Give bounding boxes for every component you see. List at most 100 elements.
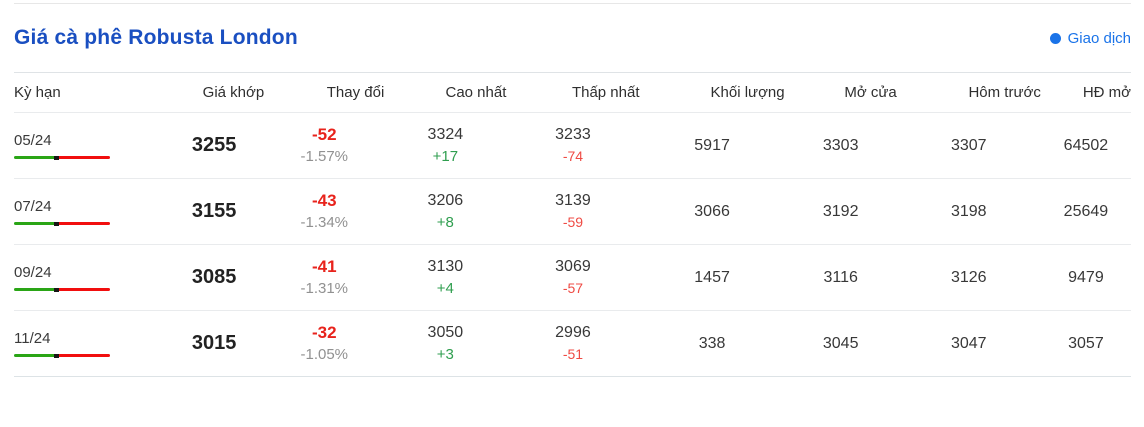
term-label: 07/24 xyxy=(14,198,52,215)
range-bar-marker xyxy=(54,221,60,226)
volume-cell: 3066 xyxy=(639,178,785,245)
high-delta: +8 xyxy=(436,213,454,231)
high-cell: 3130 +4 xyxy=(384,244,507,311)
change-cell: -43 -1.34% xyxy=(264,178,385,245)
price-range-bar xyxy=(14,155,110,160)
matched-price: 3015 xyxy=(191,332,237,354)
term-cell: 05/24 xyxy=(14,112,165,179)
matched-price-cell: 3015 xyxy=(164,310,265,377)
open-interest-cell: 64502 xyxy=(1040,112,1131,179)
price-range-bar xyxy=(14,221,110,226)
change-value: -52 xyxy=(311,125,337,144)
high-value: 3050 xyxy=(427,323,464,341)
high-delta: +3 xyxy=(436,345,454,363)
range-bar-green-segment xyxy=(14,354,55,357)
range-bar-marker xyxy=(54,155,60,160)
term-label: 11/24 xyxy=(14,330,51,347)
low-cell: 2996 -51 xyxy=(506,310,640,377)
column-header-volume: Khối lượng xyxy=(639,72,785,113)
column-header-matched-price: Giá khớp xyxy=(164,72,265,113)
low-value: 3139 xyxy=(555,192,591,210)
low-delta: -51 xyxy=(562,346,584,363)
high-delta: +4 xyxy=(436,279,454,297)
price-range-bar xyxy=(14,353,110,358)
high-cell: 3324 +17 xyxy=(384,112,507,179)
prev-day-cell: 3307 xyxy=(896,112,1041,179)
change-cell: -52 -1.57% xyxy=(264,112,385,179)
open-interest-cell: 3057 xyxy=(1040,310,1131,377)
robusta-price-panel: Giá cà phê Robusta London Giao dịch Kỳ h… xyxy=(0,3,1144,427)
prev-day-cell: 3198 xyxy=(896,178,1041,245)
column-header-high: Cao nhất xyxy=(384,72,507,113)
low-cell: 3233 -74 xyxy=(506,112,640,179)
range-bar-green-segment xyxy=(14,222,55,225)
column-header-term: Kỳ hạn xyxy=(14,72,165,113)
change-percent: -1.05% xyxy=(300,346,349,364)
high-value: 3324 xyxy=(427,125,464,143)
term-label: 09/24 xyxy=(14,264,52,281)
matched-price-cell: 3155 xyxy=(164,178,265,245)
column-header-prev-day: Hôm trước xyxy=(896,72,1041,113)
price-table: Kỳ hạn Giá khớp Thay đổi Cao nhất Thấp n… xyxy=(14,72,1131,377)
prev-day-cell: 3047 xyxy=(896,310,1041,377)
change-percent: -1.31% xyxy=(300,280,349,298)
open-cell: 3116 xyxy=(784,244,897,311)
low-delta: -74 xyxy=(562,148,584,165)
table-row: 07/24 3155 -43 -1.34% 3206 +8 3139 -59 3… xyxy=(14,178,1131,245)
prev-day-cell: 3126 xyxy=(896,244,1041,311)
range-bar-marker xyxy=(54,353,60,358)
low-cell: 3069 -57 xyxy=(506,244,640,311)
panel-header: Giá cà phê Robusta London Giao dịch xyxy=(14,4,1131,72)
top-divider xyxy=(14,3,1131,4)
open-cell: 3045 xyxy=(784,310,897,377)
column-header-open: Mở cửa xyxy=(784,72,897,113)
change-percent: -1.34% xyxy=(300,214,349,232)
open-cell: 3192 xyxy=(784,178,897,245)
range-bar-green-segment xyxy=(14,156,55,159)
column-header-open-interest: HĐ mở xyxy=(1040,72,1131,113)
change-value: -32 xyxy=(311,323,337,342)
change-value: -43 xyxy=(311,191,337,210)
volume-cell: 338 xyxy=(639,310,785,377)
change-cell: -32 -1.05% xyxy=(264,310,385,377)
column-header-low: Thấp nhất xyxy=(506,72,640,113)
high-cell: 3050 +3 xyxy=(384,310,507,377)
page-title: Giá cà phê Robusta London xyxy=(14,26,298,49)
change-percent: -1.57% xyxy=(300,148,349,166)
open-interest-cell: 9479 xyxy=(1040,244,1131,311)
matched-price: 3155 xyxy=(191,200,237,222)
range-bar-green-segment xyxy=(14,288,55,291)
column-header-change: Thay đổi xyxy=(264,72,385,113)
low-delta: -59 xyxy=(562,214,584,231)
term-label: 05/24 xyxy=(14,132,52,149)
term-cell: 07/24 xyxy=(14,178,165,245)
matched-price: 3085 xyxy=(191,266,237,288)
legend-label: Giao dịch xyxy=(1067,29,1131,47)
high-value: 3130 xyxy=(427,257,464,275)
range-bar-red-segment xyxy=(59,354,110,357)
open-interest-cell: 25649 xyxy=(1040,178,1131,245)
term-cell: 09/24 xyxy=(14,244,165,311)
volume-cell: 5917 xyxy=(639,112,785,179)
range-bar-red-segment xyxy=(59,288,110,291)
low-delta: -57 xyxy=(562,280,584,297)
table-row: 11/24 3015 -32 -1.05% 3050 +3 2996 -51 3… xyxy=(14,310,1131,377)
high-value: 3206 xyxy=(427,191,464,209)
matched-price-cell: 3085 xyxy=(164,244,265,311)
range-bar-red-segment xyxy=(59,156,110,159)
legend-dot-icon xyxy=(1049,32,1061,44)
low-value: 2996 xyxy=(555,324,591,342)
volume-cell: 1457 xyxy=(639,244,785,311)
term-cell: 11/24 xyxy=(14,310,165,377)
table-header-row: Kỳ hạn Giá khớp Thay đổi Cao nhất Thấp n… xyxy=(14,72,1131,113)
table-row: 09/24 3085 -41 -1.31% 3130 +4 3069 -57 1… xyxy=(14,244,1131,311)
low-value: 3233 xyxy=(555,126,591,144)
change-value: -41 xyxy=(311,257,337,276)
matched-price: 3255 xyxy=(191,134,237,156)
low-value: 3069 xyxy=(555,258,591,276)
open-cell: 3303 xyxy=(784,112,897,179)
low-cell: 3139 -59 xyxy=(506,178,640,245)
price-range-bar xyxy=(14,287,110,292)
legend-giao-dich[interactable]: Giao dịch xyxy=(1049,29,1131,47)
table-row: 05/24 3255 -52 -1.57% 3324 +17 3233 -74 … xyxy=(14,112,1131,179)
